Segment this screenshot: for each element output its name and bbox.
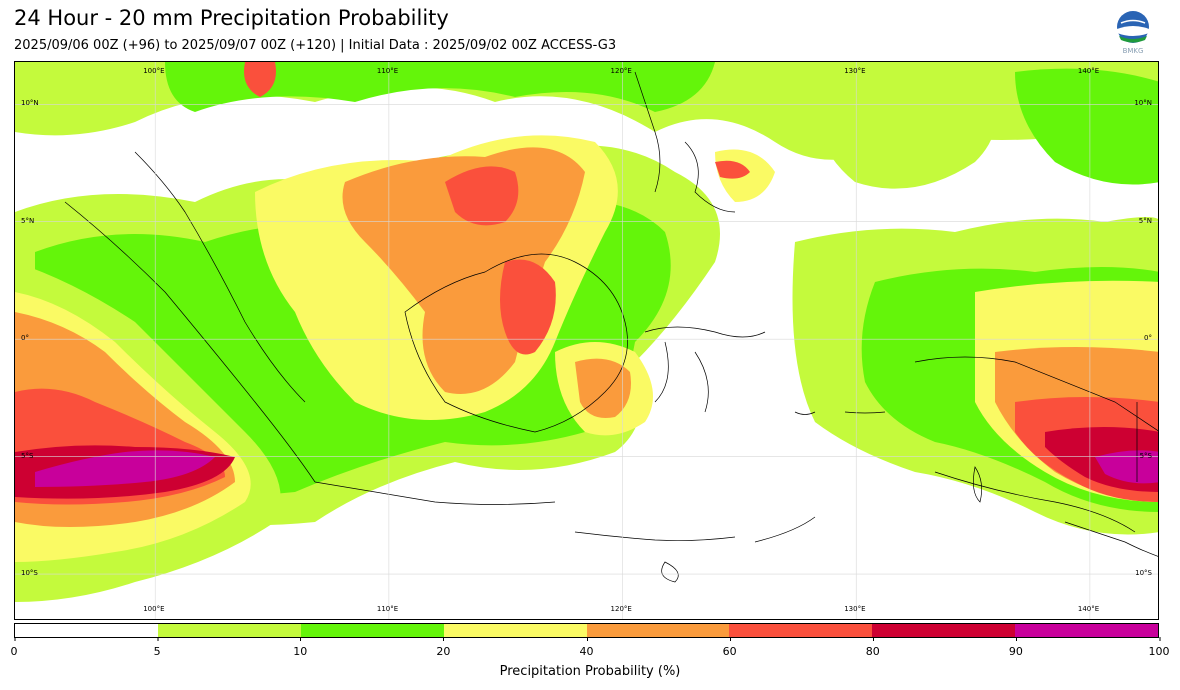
lon-label-bottom: 110°E: [376, 605, 399, 613]
lat-label-left: 10°N: [21, 99, 39, 108]
lon-label-bottom: 120°E: [610, 605, 632, 613]
bmkg-logo: BMKG: [1112, 9, 1154, 55]
bmkg-logo-icon: BMKG: [1117, 11, 1149, 55]
colorbar-tick: 60: [723, 637, 737, 658]
logo-text: BMKG: [1123, 47, 1144, 55]
lat-label-right: 10°S: [1135, 569, 1152, 578]
colorbar-tick: 80: [866, 637, 880, 658]
lon-label-top: 120°E: [610, 67, 632, 75]
lon-label-top: 130°E: [844, 67, 866, 75]
colorbar-segment: [1015, 624, 1158, 637]
colorbar-segment: [586, 624, 730, 637]
lat-label-left: 5°N: [21, 216, 35, 225]
colorbar-segment: [872, 624, 1016, 637]
coastlines: [64, 71, 1158, 583]
lat-label-left: 10°S: [21, 569, 38, 578]
colorbar-tick: 100: [1149, 637, 1170, 658]
map-canvas: [15, 62, 1158, 619]
lat-label-left: 0°: [21, 334, 29, 343]
lon-label-top: 140°E: [1077, 67, 1100, 75]
colorbar-tick: 0: [11, 637, 18, 658]
precipitation-field: [15, 62, 1158, 602]
lon-label-bottom: 140°E: [1077, 605, 1100, 613]
lat-label-right: 5°S: [1139, 451, 1152, 460]
lat-label-right: 5°N: [1138, 216, 1152, 225]
colorbar-tick: 20: [436, 637, 450, 658]
lon-label-top: 110°E: [376, 67, 399, 75]
colorbar-segment: [15, 624, 158, 637]
colorbar-segment: [443, 624, 587, 637]
precipitation-map: 100°E 110°E 120°E 130°E 140°E 100°E 110°…: [14, 61, 1159, 620]
colorbar: [14, 623, 1159, 638]
colorbar-tick: 5: [154, 637, 161, 658]
lon-label-bottom: 100°E: [143, 605, 165, 613]
lon-label-top: 100°E: [143, 67, 165, 75]
lat-label-right: 0°: [1144, 334, 1152, 343]
lat-label-left: 5°S: [21, 451, 34, 460]
chart-title: 24 Hour - 20 mm Precipitation Probabilit…: [14, 6, 449, 30]
chart-subtitle: 2025/09/06 00Z (+96) to 2025/09/07 00Z (…: [14, 38, 617, 53]
lat-label-right: 10°N: [1134, 99, 1152, 108]
lon-label-bottom: 130°E: [844, 605, 866, 613]
graticule: [15, 62, 1158, 619]
colorbar-tick: 40: [580, 637, 594, 658]
colorbar-segment: [729, 624, 873, 637]
colorbar-segment: [157, 624, 301, 637]
colorbar-tick: 10: [293, 637, 307, 658]
colorbar-segment: [300, 624, 444, 637]
colorbar-tick: 90: [1009, 637, 1023, 658]
colorbar-label: Precipitation Probability (%): [499, 664, 681, 679]
colorbar-ticks: 0 5 10 20 40 60 80 90 100: [11, 637, 1170, 658]
